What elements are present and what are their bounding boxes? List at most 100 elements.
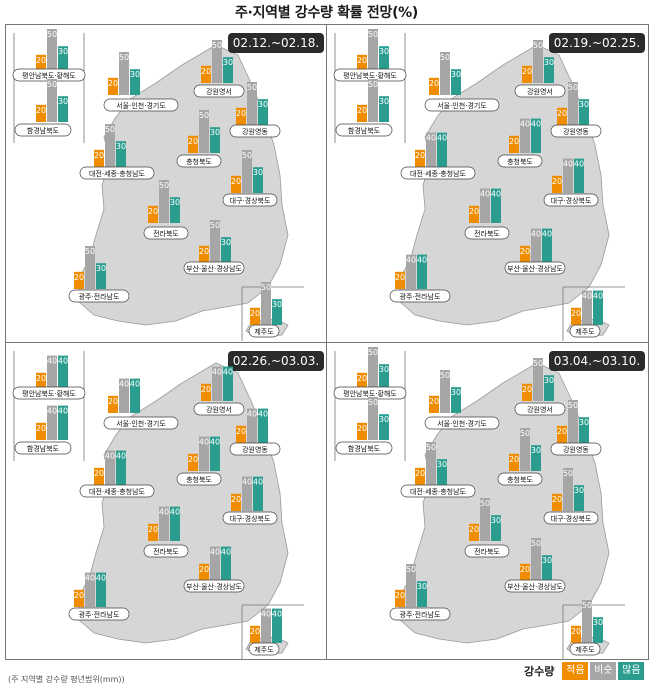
- bar-high: [253, 167, 263, 193]
- bar-value-low: 20: [74, 591, 84, 600]
- region-label-box: [143, 226, 189, 240]
- bar-value-normal: 50: [480, 499, 490, 508]
- region-label-box: [103, 98, 179, 112]
- bar-normal: [47, 29, 57, 72]
- region-label: 대구·경상북도: [551, 514, 592, 523]
- region-label: 함경남북도: [27, 126, 60, 135]
- region-label-box: [569, 642, 601, 656]
- bar-normal: [199, 110, 209, 153]
- region-label-box: [400, 484, 476, 498]
- period-badge: 02.26.~03.03.: [228, 351, 324, 371]
- region-label: 강원영동: [563, 127, 589, 136]
- region-label-box: [550, 442, 602, 456]
- bar-value-high: 40: [574, 160, 584, 169]
- bar-value-low: 20: [188, 455, 198, 464]
- bar-value-high: 30: [379, 415, 389, 424]
- region-label-box: [248, 324, 280, 338]
- bar-value-high: 30: [593, 618, 603, 627]
- north-inset-frame: [13, 33, 85, 143]
- bar-value-low: 20: [36, 424, 46, 433]
- bar-value-low: 20: [357, 424, 367, 433]
- bar-value-high: 30: [258, 100, 268, 109]
- bar-high: [272, 299, 282, 325]
- bar-value-normal: 50: [368, 80, 378, 89]
- bar-high: [116, 141, 126, 167]
- bar-value-normal: 50: [568, 401, 578, 410]
- north-inset-frame: [13, 351, 85, 461]
- bar-value-high: 40: [542, 230, 552, 239]
- bar-value-low: 20: [552, 495, 562, 504]
- forecast-panel-week-4: 03.04.~03.10.205030평안남북도·황해도205030함경남북도2…: [333, 347, 645, 659]
- bar-value-low: 20: [199, 565, 209, 574]
- bar-high: [253, 476, 263, 511]
- bar-normal: [47, 405, 57, 440]
- bar-normal: [119, 52, 129, 95]
- bar-normal: [582, 600, 592, 643]
- region-label: 제주도: [575, 328, 595, 336]
- bar-low: [201, 65, 211, 83]
- bar-value-low: 20: [108, 397, 118, 406]
- bar-value-low: 20: [357, 106, 367, 115]
- bar-value-low: 20: [236, 427, 246, 436]
- bar-low: [357, 104, 367, 122]
- bar-high: [437, 459, 447, 485]
- bar-low: [108, 77, 118, 95]
- bar-value-low: 20: [357, 56, 367, 65]
- bar-normal: [582, 290, 592, 325]
- bar-normal: [85, 572, 95, 607]
- region-label: 대전·세종·충청남도: [410, 169, 467, 178]
- bar-low: [199, 563, 209, 581]
- region-label-box: [176, 154, 222, 168]
- bar-low: [429, 395, 439, 413]
- bar-normal: [368, 79, 378, 122]
- bar-high: [417, 254, 427, 289]
- bar-value-high: 30: [58, 47, 68, 56]
- bar-high: [379, 46, 389, 72]
- bar-normal: [119, 378, 129, 413]
- bar-value-low: 20: [94, 469, 104, 478]
- bar-low: [108, 395, 118, 413]
- bar-value-low: 20: [148, 525, 158, 534]
- bar-value-normal: 50: [159, 181, 169, 190]
- region-label: 대구·경상북도: [551, 196, 592, 205]
- region-label: 부산·울산·경상남도: [507, 582, 564, 591]
- bar-value-high: 30: [579, 100, 589, 109]
- bar-value-normal: 50: [533, 359, 543, 368]
- bar-low: [94, 467, 104, 485]
- legend-item-low: 적음: [562, 662, 589, 680]
- region-label: 대구·경상북도: [230, 514, 271, 523]
- region-label-box: [424, 98, 500, 112]
- bar-value-low: 20: [148, 207, 158, 216]
- bar-high: [96, 263, 106, 289]
- bar-value-low: 20: [236, 109, 246, 118]
- region-label-box: [193, 84, 245, 98]
- region-label: 서울·인천·경기도: [437, 101, 487, 110]
- region-label: 부산·울산·경상남도: [186, 582, 243, 591]
- jeju-inset-frame: [241, 286, 304, 341]
- bar-high: [58, 355, 68, 390]
- bar-low: [231, 175, 241, 193]
- bar-normal: [426, 132, 436, 167]
- bar-value-high: 30: [531, 446, 541, 455]
- bar-value-high: 40: [96, 574, 106, 583]
- bar-value-high: 40: [437, 134, 447, 143]
- region-label-box: [497, 472, 543, 486]
- bar-normal: [159, 180, 169, 223]
- bar-low: [557, 107, 567, 125]
- bar-value-low: 20: [557, 427, 567, 436]
- region-label-box: [183, 579, 245, 593]
- region-label-box: [68, 289, 130, 303]
- bar-low: [509, 135, 519, 153]
